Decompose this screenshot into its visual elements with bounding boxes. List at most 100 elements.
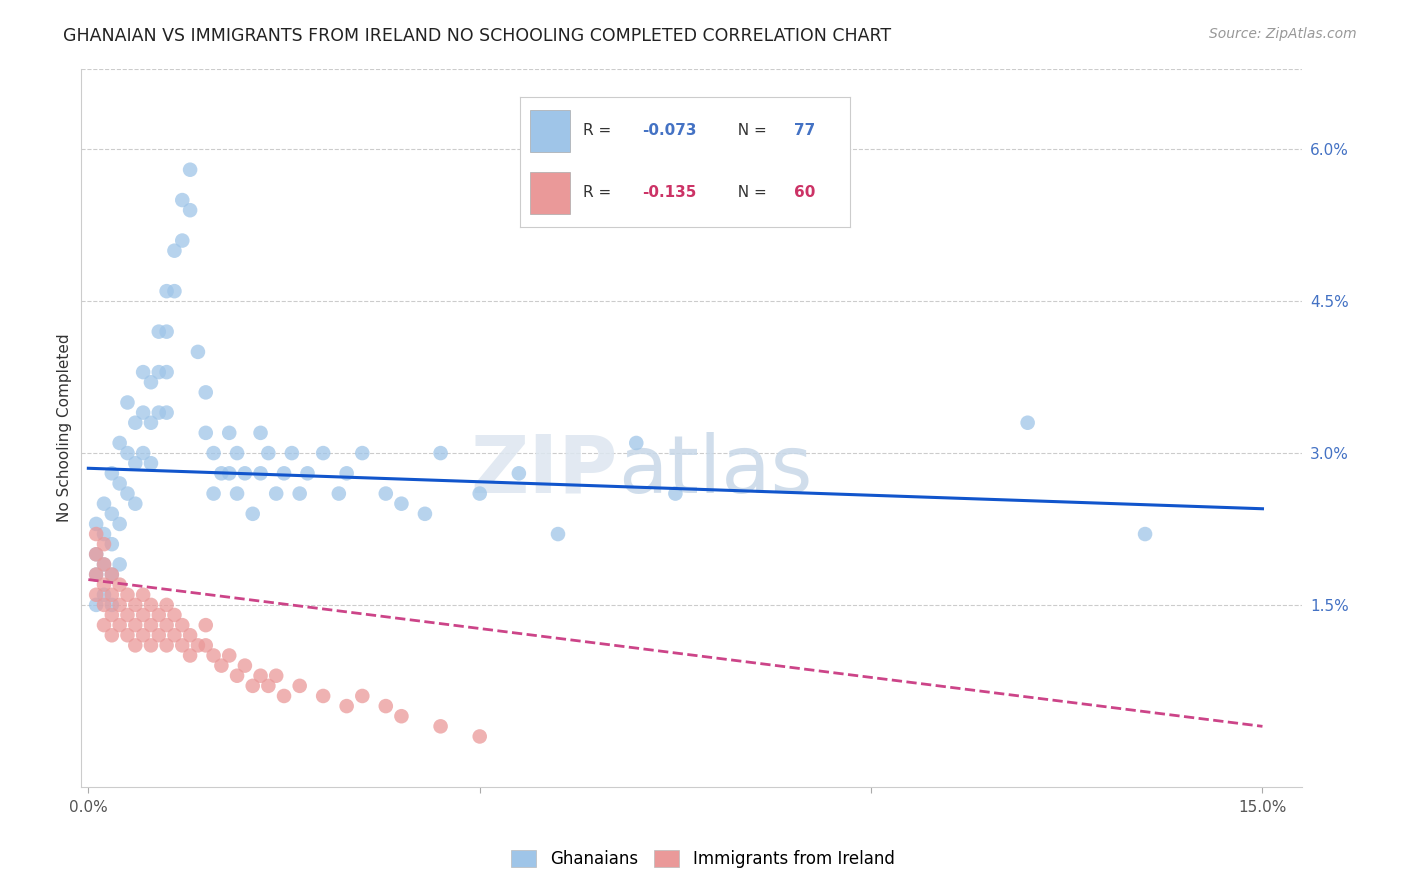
Point	[242, 679, 264, 693]
Point	[156, 365, 179, 379]
Point	[93, 527, 115, 541]
Point	[101, 467, 124, 481]
Point	[218, 425, 240, 440]
Point	[124, 456, 146, 470]
Point	[132, 607, 155, 622]
Text: GHANAIAN VS IMMIGRANTS FROM IRELAND NO SCHOOLING COMPLETED CORRELATION CHART: GHANAIAN VS IMMIGRANTS FROM IRELAND NO S…	[63, 27, 891, 45]
Point	[93, 558, 115, 572]
Point	[242, 507, 264, 521]
Point	[101, 628, 124, 642]
Point	[148, 628, 170, 642]
Point	[218, 648, 240, 663]
Point	[233, 658, 256, 673]
Point	[172, 193, 194, 207]
Point	[108, 436, 131, 450]
Point	[336, 467, 359, 481]
Point	[468, 730, 491, 744]
Point	[148, 406, 170, 420]
Point	[312, 689, 335, 703]
Point	[226, 446, 249, 460]
Point	[202, 446, 225, 460]
Point	[84, 547, 107, 561]
Point	[108, 516, 131, 531]
Point	[139, 598, 162, 612]
Point	[132, 446, 155, 460]
Point	[391, 497, 413, 511]
Point	[172, 639, 194, 653]
Point	[132, 628, 155, 642]
Point	[172, 234, 194, 248]
Point	[84, 547, 107, 561]
Point	[468, 486, 491, 500]
Point	[139, 376, 162, 390]
Point	[328, 486, 350, 500]
Point	[233, 467, 256, 481]
Point	[273, 689, 295, 703]
Point	[101, 607, 124, 622]
Point	[84, 567, 107, 582]
Point	[117, 628, 139, 642]
Point	[163, 628, 186, 642]
Point	[139, 416, 162, 430]
Point	[124, 416, 146, 430]
Point	[249, 669, 271, 683]
Point	[273, 467, 295, 481]
Point	[374, 486, 396, 500]
Point	[172, 618, 194, 632]
Point	[391, 709, 413, 723]
Point	[93, 588, 115, 602]
Point	[93, 558, 115, 572]
Legend: Ghanaians, Immigrants from Ireland: Ghanaians, Immigrants from Ireland	[505, 843, 901, 875]
Point	[132, 406, 155, 420]
Point	[187, 344, 209, 359]
Point	[139, 456, 162, 470]
Point	[163, 284, 186, 298]
Point	[84, 588, 107, 602]
Point	[139, 639, 162, 653]
Point	[249, 467, 271, 481]
Point	[84, 516, 107, 531]
Point	[202, 648, 225, 663]
Point	[156, 284, 179, 298]
Point	[124, 618, 146, 632]
Point	[179, 203, 201, 218]
Point	[257, 679, 280, 693]
Point	[148, 607, 170, 622]
Point	[84, 598, 107, 612]
Point	[209, 658, 232, 673]
Point	[101, 507, 124, 521]
Point	[626, 436, 648, 450]
Point	[156, 618, 179, 632]
Point	[336, 699, 359, 714]
Point	[163, 607, 186, 622]
Point	[249, 425, 271, 440]
Point	[413, 507, 436, 521]
Point	[281, 446, 304, 460]
Point	[101, 598, 124, 612]
Point	[163, 244, 186, 258]
Point	[202, 486, 225, 500]
Point	[148, 365, 170, 379]
Point	[156, 598, 179, 612]
Point	[93, 577, 115, 591]
Point	[209, 467, 232, 481]
Point	[226, 669, 249, 683]
Point	[179, 628, 201, 642]
Point	[264, 669, 287, 683]
Point	[218, 467, 240, 481]
Point	[429, 719, 451, 733]
Point	[288, 679, 311, 693]
Point	[156, 325, 179, 339]
Point	[117, 607, 139, 622]
Point	[108, 558, 131, 572]
Point	[117, 395, 139, 409]
Point	[117, 588, 139, 602]
Point	[124, 598, 146, 612]
Text: ZIP: ZIP	[471, 432, 617, 510]
Text: atlas: atlas	[617, 432, 813, 510]
Point	[257, 446, 280, 460]
Point	[264, 486, 287, 500]
Point	[101, 567, 124, 582]
Point	[84, 527, 107, 541]
Point	[179, 648, 201, 663]
